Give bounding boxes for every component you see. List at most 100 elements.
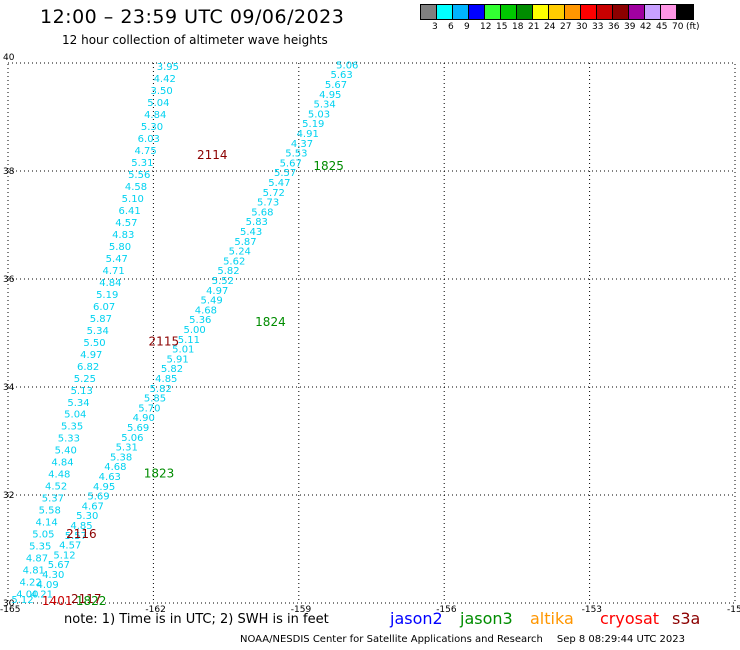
legend-bin-label: 27	[560, 22, 572, 32]
wave-height-value: 5.82	[150, 384, 172, 395]
wave-height-value: 4.85	[155, 374, 177, 385]
wave-height-value: 4.83	[112, 230, 134, 241]
wave-height-value: 4.57	[59, 541, 81, 552]
wave-height-value: 5.53	[285, 149, 307, 160]
wave-height-value: 5.01	[172, 345, 194, 356]
wave-height-value: 4.42	[154, 74, 176, 85]
lat-tick-label: 40	[3, 53, 15, 63]
wave-height-value: 4.91	[297, 129, 319, 140]
wave-height-value: 5.85	[144, 394, 166, 405]
wave-height-value: 4.68	[195, 305, 217, 316]
wave-height-value: 4.00	[16, 590, 38, 601]
legend-bin-12	[613, 5, 629, 19]
legend-bin-label: 45	[656, 22, 668, 32]
wave-height-value: 5.31	[131, 158, 153, 169]
lon-tick-label: -159	[291, 605, 312, 615]
credit-text: NOAA/NESDIS Center for Satellite Applica…	[240, 634, 543, 645]
satellite-cryosat: cryosat	[600, 609, 660, 628]
legend-bin-label: 12	[480, 22, 492, 32]
wave-height-value: 5.00	[183, 325, 205, 336]
legend-bin-label: 3	[432, 22, 438, 32]
satellite-s3a: s3a	[672, 609, 701, 628]
wave-height-value: 4.97	[80, 350, 102, 361]
wave-height-value: 5.06	[121, 433, 143, 444]
wave-height-value: 5.58	[39, 506, 61, 517]
pass-number-label: 2117	[71, 592, 102, 606]
legend-bin-2	[453, 5, 469, 19]
legend-bin-label: 39	[624, 22, 636, 32]
footer-note: note: 1) Time is in UTC; 2) SWH is in fe…	[64, 612, 329, 627]
pass-number-label: 2115	[149, 334, 180, 348]
wave-height-value: 4.52	[45, 482, 67, 493]
wave-height-value: 5.24	[229, 247, 251, 258]
wave-height-value: 5.12	[11, 595, 33, 606]
lat-tick-label: 36	[3, 275, 15, 285]
legend-bin-14	[645, 5, 661, 19]
map-grid	[8, 63, 735, 603]
legend-bin-9	[565, 5, 581, 19]
wave-height-value: 5.67	[48, 560, 70, 571]
wave-height-value: 5.69	[127, 423, 149, 434]
wave-height-value: 4.21	[31, 590, 53, 601]
wave-height-value: 5.67	[280, 158, 302, 169]
wave-height-value: 4.09	[36, 580, 58, 591]
wave-height-value: 4.84	[144, 110, 166, 121]
wave-height-value: 4.87	[26, 554, 48, 565]
wave-height-value: 5.05	[32, 530, 54, 541]
wave-height-value: 5.57	[65, 531, 87, 542]
legend-bin-label: 30	[576, 22, 588, 32]
wave-height-value: 4.63	[99, 472, 121, 483]
pass-number-label: 1401	[42, 594, 73, 608]
legend-bin-10	[581, 5, 597, 19]
legend-bin-11	[597, 5, 613, 19]
wave-height-value: 5.62	[223, 256, 245, 267]
legend-bin-label: 15	[496, 22, 508, 32]
wave-height-value: 5.50	[83, 338, 105, 349]
wave-height-value: 5.67	[325, 80, 347, 91]
wave-height-value: 5.19	[96, 290, 118, 301]
map-frame	[7, 62, 736, 604]
lon-tick-label: -15	[727, 605, 740, 615]
lat-tick-label: 32	[3, 491, 14, 501]
legend-labels: 3 6 9 12 15 18 21 24 27 30 33 36 39 42 45 70 (ft)	[420, 22, 700, 34]
legend-bin-label: 33	[592, 22, 604, 32]
legend-bin-label: 24	[544, 22, 556, 32]
wave-height-value: 4.95	[319, 90, 341, 101]
wave-height-value: 5.36	[189, 315, 211, 326]
satellite-jason3: jason3	[460, 609, 513, 628]
wave-height-value: 4.67	[82, 501, 104, 512]
wave-height-value: 5.34	[87, 326, 109, 337]
wave-height-value: 3.50	[150, 86, 172, 97]
wave-height-value: 4.68	[104, 462, 126, 473]
wave-height-value: 4.75	[134, 146, 156, 157]
wave-height-value: 5.38	[110, 452, 132, 463]
pass-number-label: 2116	[66, 527, 97, 541]
wave-height-value: 5.04	[147, 98, 169, 109]
legend-bin-15	[661, 5, 677, 19]
pass-number-label: 1822	[76, 594, 107, 608]
wave-height-value: 4.84	[51, 458, 73, 469]
wave-height-value: 4.71	[102, 266, 124, 277]
wave-height-value: 5.52	[212, 276, 234, 287]
legend-bin-label: 70	[672, 22, 684, 32]
satellite-jason2: jason2	[390, 609, 443, 628]
wave-height-value: 4.84	[99, 278, 121, 289]
wave-height-value: 5.56	[128, 170, 150, 181]
wave-height-value: 5.35	[61, 422, 83, 433]
wave-height-value: 6.07	[93, 302, 115, 313]
lon-tick-label: -153	[582, 605, 602, 615]
wave-height-value: 5.10	[122, 194, 144, 205]
legend-bin-5	[501, 5, 517, 19]
wave-height-value: 4.90	[133, 413, 155, 424]
color-legend: 3 6 9 12 15 18 21 24 27 30 33 36 39 42 45 70 (ft)	[420, 4, 700, 34]
wave-height-value: 4.95	[93, 482, 115, 493]
wave-height-value: 5.91	[166, 354, 188, 365]
wave-height-value: 5.47	[106, 254, 128, 265]
wave-height-value: 4.81	[23, 566, 45, 577]
map-border	[7, 62, 736, 604]
wave-height-value: 5.33	[58, 434, 80, 445]
wave-height-value: 5.31	[116, 443, 138, 454]
wave-height-value: 5.19	[302, 119, 324, 130]
pass-number-label: 2114	[197, 148, 228, 162]
